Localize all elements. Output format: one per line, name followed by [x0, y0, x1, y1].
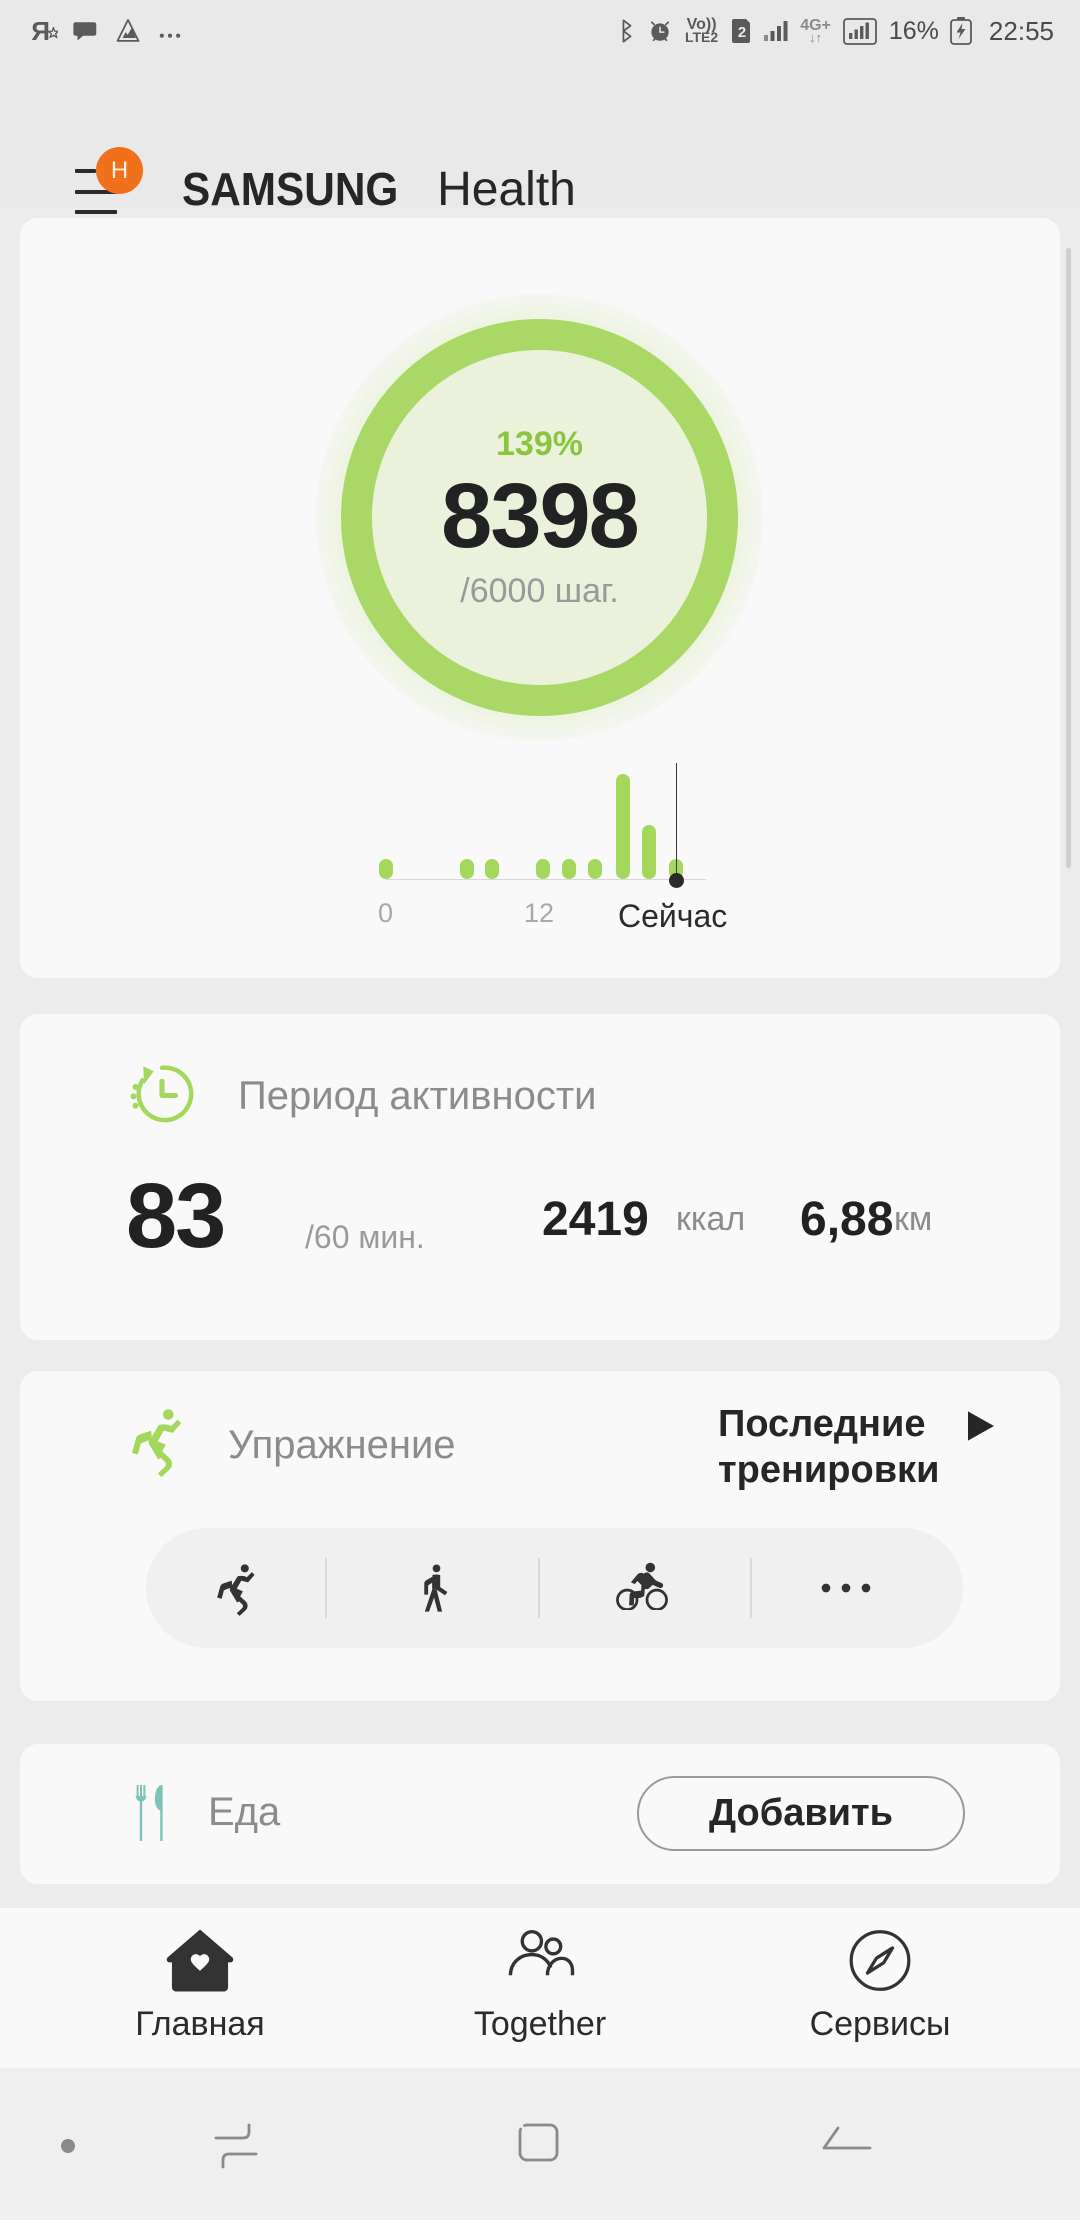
svg-text:R: R	[31, 17, 50, 45]
svg-text:2: 2	[738, 24, 746, 41]
